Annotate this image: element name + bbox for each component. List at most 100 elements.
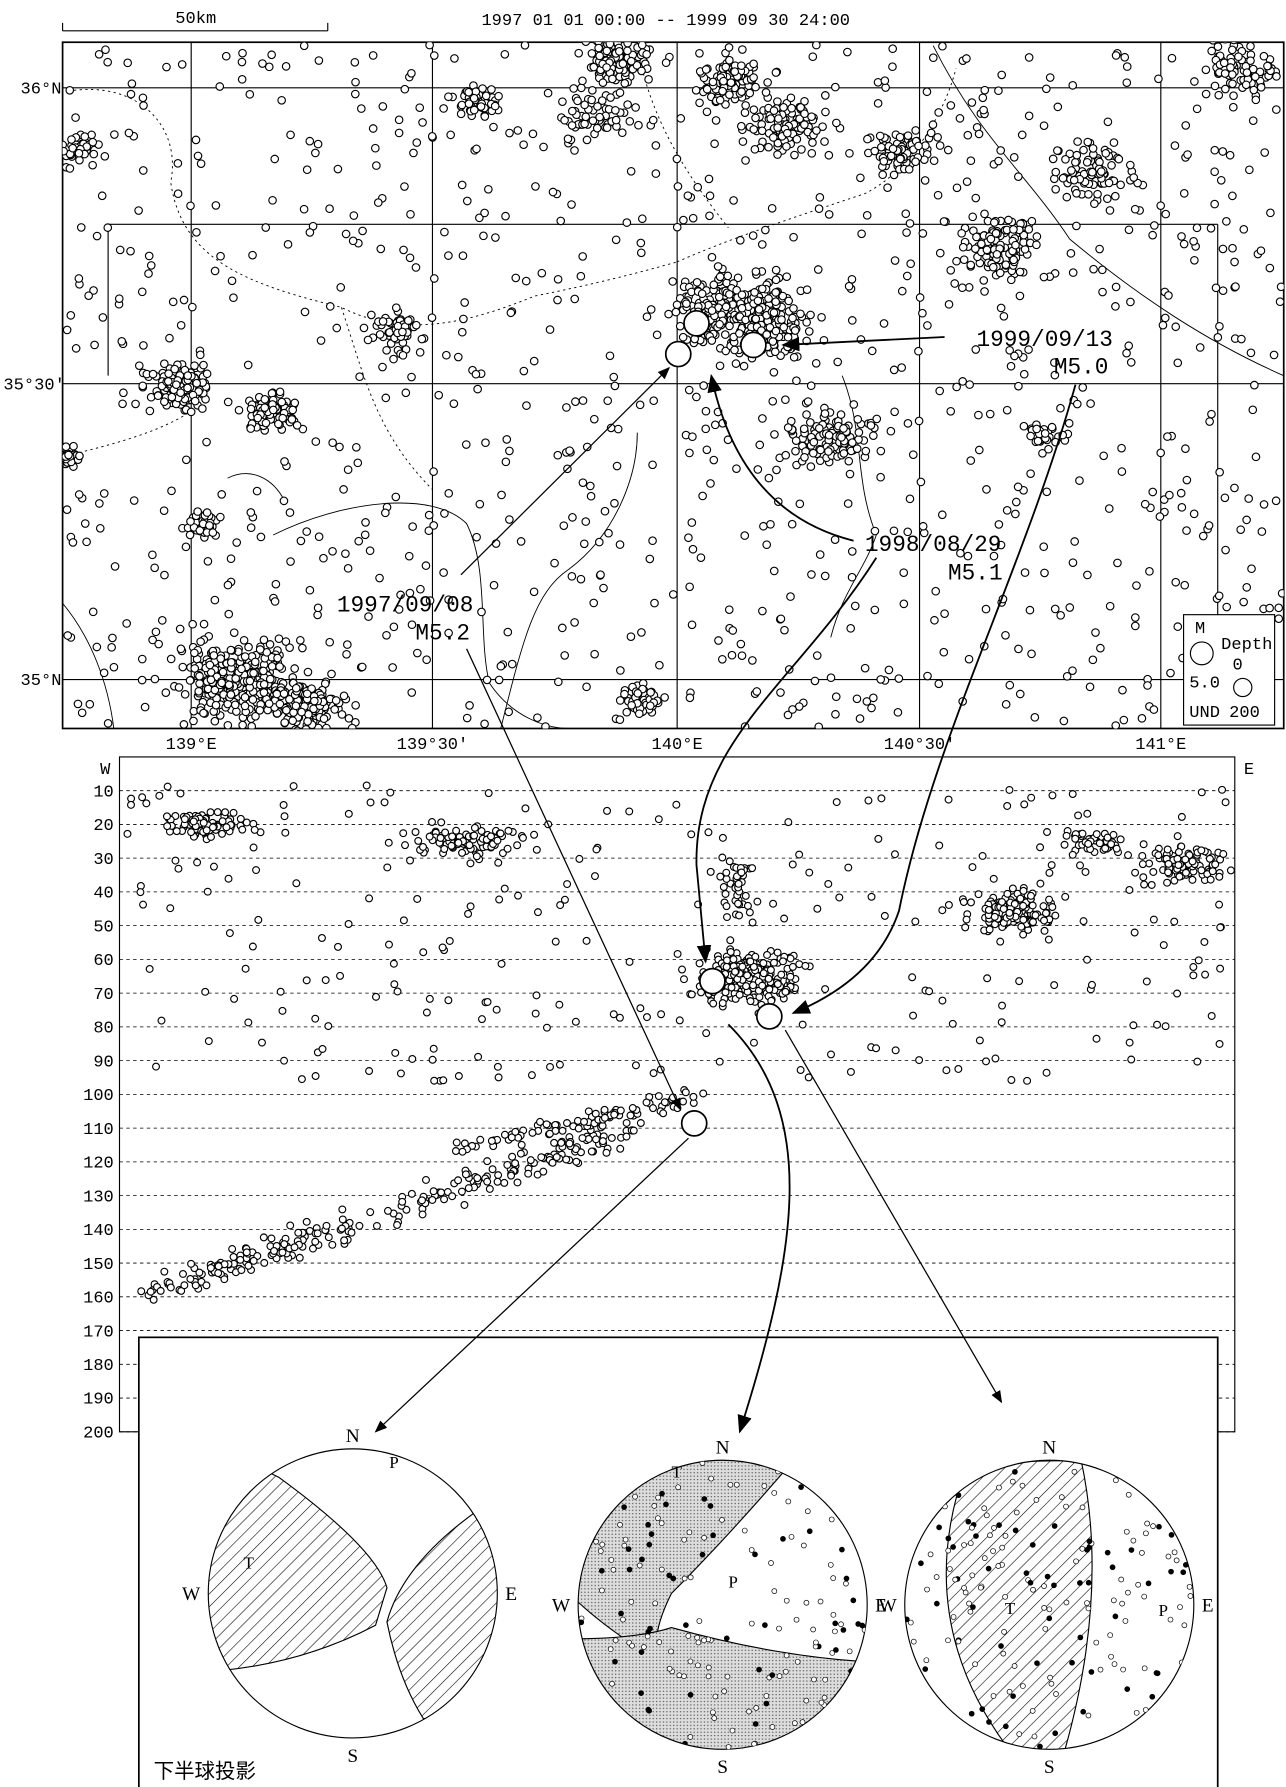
quake-dot xyxy=(445,997,452,1004)
quake-dot xyxy=(164,813,171,820)
quake-dot xyxy=(1214,43,1222,51)
quake-dot xyxy=(1217,965,1224,972)
quake-dot xyxy=(140,102,148,110)
polarity-dot xyxy=(618,1522,623,1527)
polarity-dot xyxy=(829,1517,834,1522)
polarity-dot xyxy=(749,1547,754,1552)
quake-dot xyxy=(322,977,329,984)
quake-dot xyxy=(1155,75,1163,83)
quake-dot xyxy=(979,853,986,860)
quake-dot xyxy=(165,370,173,378)
quake-dot xyxy=(792,447,800,455)
quake-dot xyxy=(269,197,277,205)
quake-dot xyxy=(643,51,651,59)
quake-dot xyxy=(152,628,160,636)
quake-dot xyxy=(619,60,627,68)
polarity-dot xyxy=(687,1530,692,1535)
quake-dot xyxy=(603,124,611,132)
quake-dot xyxy=(782,451,790,459)
quake-dot xyxy=(940,218,948,226)
quake-dot xyxy=(689,545,697,553)
quake-dot xyxy=(571,295,579,303)
quake-dot xyxy=(966,381,974,389)
quake-dot xyxy=(227,659,235,667)
quake-dot xyxy=(282,63,290,71)
legend-depth: Depth xyxy=(1221,636,1272,655)
quake-dot xyxy=(1003,406,1011,414)
quake-dot xyxy=(207,809,214,816)
quake-dot xyxy=(470,94,478,102)
polarity-dot xyxy=(833,1647,838,1652)
quake-dot xyxy=(240,637,248,645)
quake-dot xyxy=(650,1070,657,1077)
quake-dot xyxy=(890,171,898,179)
quake-dot xyxy=(455,1073,462,1080)
event-date: 1997/09/08 xyxy=(337,592,474,618)
quake-dot xyxy=(1120,716,1128,724)
polarity-dot xyxy=(695,1635,700,1640)
quake-dot xyxy=(1141,881,1148,888)
quake-dot xyxy=(162,689,170,697)
quake-dot xyxy=(1270,351,1278,359)
quake-dot xyxy=(254,414,262,422)
quake-dot xyxy=(316,734,324,742)
quake-dot xyxy=(889,145,897,153)
polarity-dot xyxy=(611,1567,616,1572)
quake-dot xyxy=(915,142,923,150)
quake-dot xyxy=(450,400,458,408)
polarity-dot xyxy=(776,1626,781,1631)
quake-dot xyxy=(241,694,249,702)
quake-dot xyxy=(741,109,749,117)
quake-dot xyxy=(712,421,720,429)
quake-dot xyxy=(93,643,101,651)
polarity-dot xyxy=(1047,1616,1052,1621)
quake-dot xyxy=(649,461,657,469)
quake-dot xyxy=(167,1284,174,1291)
quake-dot xyxy=(601,1106,608,1113)
quake-dot xyxy=(1230,103,1238,111)
quake-dot xyxy=(288,731,296,739)
polarity-dot xyxy=(851,1598,856,1603)
quake-dot xyxy=(98,192,106,200)
quake-dot xyxy=(934,191,942,199)
quake-dot xyxy=(583,136,591,144)
quake-dot xyxy=(383,632,391,640)
quake-dot xyxy=(1102,150,1110,158)
quake-dot xyxy=(1025,54,1033,62)
legend-depth-top: 0 xyxy=(1233,656,1243,675)
quake-dot xyxy=(224,398,232,406)
quake-dot xyxy=(1164,879,1171,886)
quake-dot xyxy=(287,558,295,566)
quake-dot xyxy=(225,875,232,882)
quake-dot xyxy=(715,293,723,301)
quake-dot xyxy=(478,608,486,616)
quake-dot xyxy=(1068,167,1076,175)
quake-dot xyxy=(997,938,1004,945)
quake-dot xyxy=(189,303,197,311)
quake-dot xyxy=(756,994,763,1001)
quake-dot xyxy=(1004,890,1011,897)
quake-dot xyxy=(728,651,736,659)
quake-dot xyxy=(65,451,73,459)
quake-dot xyxy=(420,949,427,956)
quake-dot xyxy=(557,217,565,225)
quake-dot xyxy=(1033,425,1041,433)
quake-dot xyxy=(306,586,314,594)
quake-dot xyxy=(980,277,988,285)
polarity-dot xyxy=(719,1517,724,1522)
quake-dot xyxy=(329,1241,336,1248)
quake-dot xyxy=(967,261,975,269)
quake-dot xyxy=(1069,82,1077,90)
quake-dot xyxy=(274,654,282,662)
quake-dot xyxy=(593,124,601,132)
quake-dot xyxy=(674,183,682,191)
quake-dot xyxy=(881,913,888,920)
quake-dot xyxy=(1117,181,1125,189)
quake-dot xyxy=(1085,191,1093,199)
quake-dot xyxy=(593,1136,600,1143)
quake-dot xyxy=(177,322,185,330)
quake-dot xyxy=(369,52,377,60)
quake-dot xyxy=(1260,501,1268,509)
quake-dot xyxy=(352,90,360,98)
quake-dot xyxy=(1198,847,1205,854)
